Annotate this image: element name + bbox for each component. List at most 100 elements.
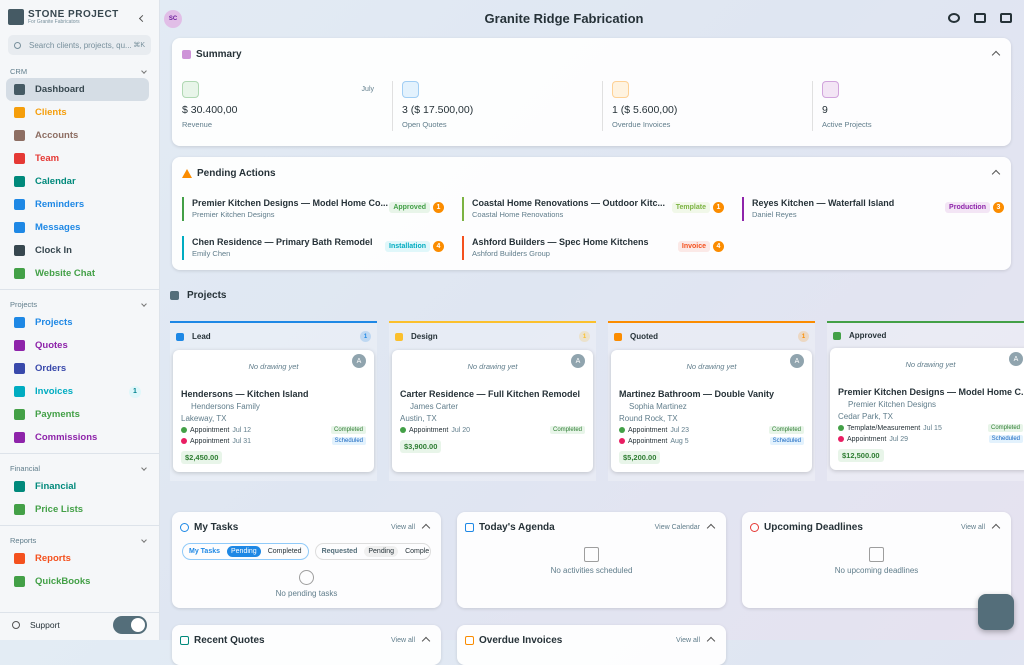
nav-item[interactable]: Payments	[6, 403, 149, 426]
tab[interactable]: Requested	[321, 548, 358, 555]
nav-label: Price Lists	[35, 504, 84, 515]
tab[interactable]: Comple	[405, 548, 430, 555]
toggle[interactable]	[113, 615, 147, 634]
event: Appointment Jul 31 Scheduled	[181, 437, 366, 445]
collapse[interactable]	[138, 14, 147, 23]
card-amount: $12,500.00	[838, 449, 884, 462]
nav-item[interactable]: Financial	[6, 475, 149, 498]
collapse[interactable]	[706, 636, 716, 646]
header-icon[interactable]	[948, 13, 960, 23]
nav-item[interactable]: Accounts	[6, 124, 149, 147]
event-icon	[838, 425, 844, 431]
nav-item[interactable]: Dashboard	[6, 78, 149, 101]
pending-item[interactable]: Chen Residence — Primary Bath Remodel Emi…	[182, 236, 444, 260]
nav-item[interactable]: Clock In	[6, 239, 149, 262]
pending-tag-wrap: Production 3	[945, 202, 1004, 213]
pending-item[interactable]: Reyes Kitchen — Waterfall Island Daniel R…	[742, 197, 1004, 221]
nav-item[interactable]: Projects	[6, 311, 149, 334]
nav-item[interactable]: Calendar	[6, 170, 149, 193]
project-card[interactable]: No drawing yet A Martinez Bathroom — Doubl…	[611, 350, 812, 472]
tab[interactable]: Completed	[267, 548, 302, 555]
kanban-column: Approved No drawing yet A Premier Kitchen D…	[827, 321, 1024, 481]
widget-action[interactable]: View all	[676, 637, 700, 644]
nav-item[interactable]: Reminders	[6, 193, 149, 216]
nav-icon	[14, 317, 25, 328]
widget-card: Upcoming Deadlines View all No upcoming de…	[742, 512, 1011, 608]
nav-label: Calendar	[35, 176, 76, 187]
nav-label: Orders	[35, 363, 67, 374]
search[interactable]: Search clients, projects, qu... ⌘K	[8, 35, 151, 55]
widget-title: Recent Quotes	[194, 635, 265, 646]
column-icon	[614, 332, 622, 341]
project-card[interactable]: No drawing yet A Premier Kitchen Designs —…	[830, 348, 1024, 470]
nav-item[interactable]: Team	[6, 147, 149, 170]
nav-icon	[14, 222, 25, 233]
empty-icon	[299, 570, 314, 585]
brand-text: STONE PROJECT For Granite Fabricators	[28, 8, 119, 25]
nav-item[interactable]: Quotes	[6, 334, 149, 357]
event: Appointment Jul 20 Completed	[400, 426, 585, 434]
nav-item[interactable]: Orders	[6, 357, 149, 380]
tabs: My Tasks Pending Completed Requested Pending…	[172, 543, 441, 560]
nav-badge: 1	[129, 385, 141, 398]
event-icon	[838, 436, 844, 442]
event-label: Appointment	[409, 426, 449, 434]
tab[interactable]: Pending	[227, 546, 261, 557]
main: SC Granite Ridge Fabrication Summary $ 30.4…	[160, 0, 1024, 665]
pending-item[interactable]: Ashford Builders — Spec Home Kitchens Ash…	[462, 236, 724, 260]
nav-icon	[14, 576, 25, 587]
project-card[interactable]: No drawing yet A Carter Residence — Full K…	[392, 350, 593, 472]
card-avatar: A	[1009, 352, 1023, 366]
header-icon[interactable]	[1000, 13, 1012, 23]
pending-item-title: Chen Residence — Primary Bath Remodel	[192, 237, 373, 247]
nav-item[interactable]: Messages	[6, 216, 149, 239]
tab[interactable]: Pending	[364, 546, 399, 557]
period: July	[361, 86, 374, 93]
collapse[interactable]	[421, 636, 431, 646]
nav-item[interactable]: Clients	[6, 101, 149, 124]
tab[interactable]: My Tasks	[189, 548, 220, 555]
projects-title: Projects	[187, 290, 227, 301]
support-icon	[12, 620, 20, 629]
nav-item[interactable]: QuickBooks	[6, 570, 149, 593]
column-icon	[176, 332, 184, 341]
collapse[interactable]	[991, 523, 1001, 533]
pending-item-title: Ashford Builders — Spec Home Kitchens	[472, 237, 649, 247]
widget-action[interactable]: View all	[391, 524, 415, 531]
collapse[interactable]	[991, 50, 1001, 60]
pending-item-title: Reyes Kitchen — Waterfall Island	[752, 198, 895, 208]
pending-item[interactable]: Premier Kitchen Designs — Model Home Co.…	[182, 197, 444, 221]
nav-item[interactable]: Commissions	[6, 426, 149, 449]
collapse[interactable]	[991, 169, 1001, 179]
event-status: Completed	[549, 426, 585, 434]
support: Support	[0, 612, 159, 636]
column-name: Design	[411, 332, 438, 341]
column-count: 1	[360, 331, 371, 342]
nav-label: Invoices	[35, 386, 74, 397]
event-label: Appointment	[628, 437, 668, 445]
widget-action[interactable]: View Calendar	[654, 524, 700, 531]
pending-tag: Approved	[389, 202, 430, 213]
nav-item[interactable]: Website Chat	[6, 262, 149, 285]
toggle-knob	[131, 617, 145, 632]
widget-action[interactable]: View all	[391, 637, 415, 644]
nav-item[interactable]: Invoices 1	[6, 380, 149, 403]
collapse[interactable]	[421, 523, 431, 533]
stat: 1 ($ 5.600,00) Overdue Invoices	[602, 81, 802, 131]
pending-item[interactable]: Coastal Home Renovations — Outdoor Kitc.…	[462, 197, 724, 221]
section-chevron	[141, 301, 147, 307]
card-title: Carter Residence — Full Kitchen Remodel	[400, 389, 581, 399]
nav-item[interactable]: Reports	[6, 547, 149, 570]
event-label: Appointment	[190, 426, 230, 434]
header-icon[interactable]	[974, 13, 986, 23]
fab[interactable]	[978, 594, 1014, 630]
widget-action[interactable]: View all	[961, 524, 985, 531]
collapse[interactable]	[706, 523, 716, 533]
kanban-column: Lead 1 No drawing yet A Hendersons — Kitchen…	[170, 321, 377, 481]
brand-name: STONE PROJECT	[28, 8, 119, 20]
nav-item[interactable]: Price Lists	[6, 498, 149, 521]
widget-card: My Tasks View all My Tasks Pending Completed…	[172, 512, 441, 608]
project-card[interactable]: No drawing yet A Hendersons — Kitchen Isla…	[173, 350, 374, 472]
section-chevron	[141, 465, 147, 471]
pending-tag: Production	[945, 202, 990, 213]
